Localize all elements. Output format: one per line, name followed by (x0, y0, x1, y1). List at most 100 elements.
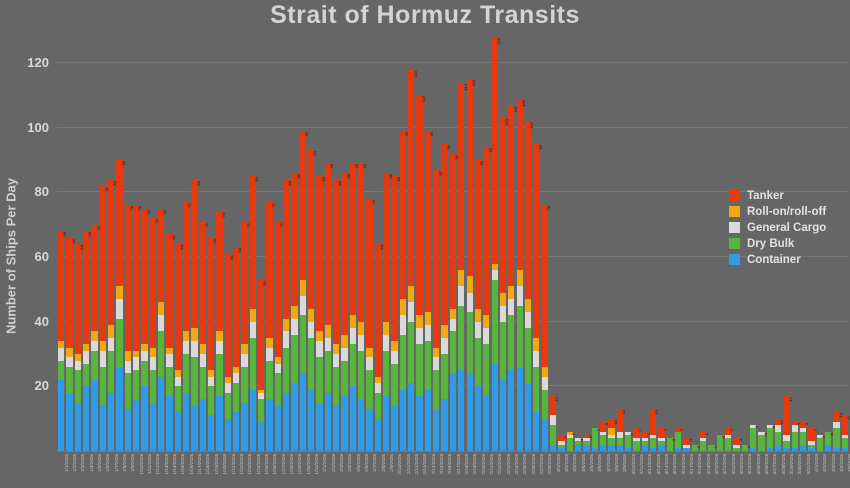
bar-value-label: 99 (404, 132, 410, 137)
gridline (57, 126, 849, 128)
bar-segment-tanker (391, 176, 398, 342)
bar-segment-tanker (841, 415, 848, 435)
bar-segment-dry-bulk (291, 334, 298, 384)
bar-value-label: 71 (204, 222, 210, 227)
bar-value-label: 6 (762, 432, 768, 435)
bar-segment-tanker (424, 131, 432, 313)
bar-segment-general-cargo (299, 295, 307, 316)
bar-segment-roll-on-roll-off (374, 376, 382, 384)
bar-segment-dry-bulk (308, 337, 315, 390)
x-tick-label: 2/12/2026 (413, 454, 419, 475)
bar-value-label: 64 (179, 245, 185, 250)
bar-segment-container (824, 444, 832, 451)
bar-segment-general-cargo (649, 434, 657, 439)
bar-segment-roll-on-roll-off (524, 299, 532, 313)
bar-segment-dry-bulk (499, 321, 507, 380)
bar-value-label: 6 (704, 432, 710, 435)
bar-segment-container (241, 402, 248, 451)
bar-segment-roll-on-roll-off (383, 321, 390, 335)
bar-segment-dry-bulk (733, 447, 740, 451)
bar-segment-container (583, 444, 590, 451)
bar-segment-dry-bulk (216, 354, 223, 397)
legend-swatch-roll-on-roll-off (729, 206, 740, 218)
bar-segment-dry-bulk (408, 321, 415, 384)
bar-segment-general-cargo (399, 315, 407, 335)
bar-segment-general-cargo (158, 315, 165, 332)
bar-segment-roll-on-roll-off (424, 312, 432, 325)
bar-segment-general-cargo (608, 434, 615, 439)
bar-segment-general-cargo (408, 302, 415, 322)
x-tick-label: 2/18/2026 (463, 454, 469, 475)
plot-area (57, 0, 849, 451)
bar-segment-dry-bulk (199, 366, 207, 400)
bar-segment-roll-on-roll-off (541, 366, 548, 377)
bar-segment-dry-bulk (458, 305, 465, 371)
bar-segment-tanker (208, 237, 215, 371)
x-tick-label: 3/29/2026 (789, 454, 795, 475)
bar-segment-tanker (108, 179, 115, 325)
bar-value-label: 8 (754, 426, 760, 429)
x-tick-label: 2/22/2026 (497, 454, 503, 475)
bar-value-label: 4 (687, 439, 693, 442)
bar-segment-dry-bulk (808, 444, 815, 448)
x-tick-label: 2/19/2026 (472, 454, 478, 475)
bar-segment-tanker (633, 428, 640, 439)
x-tick-label: 3/18/2026 (697, 454, 703, 475)
bar-segment-general-cargo (749, 425, 757, 429)
bar-segment-tanker (266, 202, 273, 338)
bar-segment-general-cargo (549, 415, 557, 426)
bar-segment-container (58, 379, 65, 451)
bar-segment-general-cargo (783, 434, 790, 442)
x-tick-label: 1/23/2026 (247, 454, 253, 475)
bar-segment-container (533, 412, 540, 451)
bar-segment-container (74, 402, 81, 451)
bar-value-label: 12 (837, 413, 843, 418)
bar-segment-tanker (449, 153, 457, 309)
x-tick-label: 2/13/2026 (422, 454, 428, 475)
bar-segment-dry-bulk (91, 350, 98, 380)
bar-value-label: 72 (154, 219, 160, 224)
bar-segment-container (124, 408, 131, 451)
bar-segment-general-cargo (441, 337, 448, 355)
x-tick-label: 2/25/2026 (522, 454, 528, 475)
legend-swatch-general-cargo (729, 222, 740, 234)
bar-value-label: 9 (604, 422, 610, 426)
bar-value-label: 85 (395, 177, 401, 182)
bar-segment-dry-bulk (366, 370, 373, 409)
bar-segment-container (149, 402, 156, 451)
bar-segment-roll-on-roll-off (466, 276, 473, 293)
bar-segment-dry-bulk (383, 350, 390, 397)
bar-value-label: 82 (104, 186, 110, 192)
x-tick-label: 2/11/2026 (405, 454, 411, 475)
bar-segment-general-cargo (583, 438, 590, 442)
bar-segment-general-cargo (508, 299, 515, 316)
bar-segment-general-cargo (383, 334, 390, 351)
bar-value-label: 17 (787, 397, 793, 402)
x-tick-label: 4/3/2026 (830, 454, 836, 472)
bar-value-label: 84 (112, 180, 118, 185)
bar-segment-dry-bulk (374, 392, 382, 419)
x-tick-label: 1/12/2026 (155, 454, 161, 475)
bar-segment-dry-bulk (141, 360, 148, 387)
legend-item: Roll-on/roll-off (729, 206, 826, 218)
x-tick-label: 2/7/2026 (372, 454, 378, 472)
bar-segment-general-cargo (449, 318, 457, 332)
bar-value-label: 7 (637, 429, 643, 432)
x-tick-label: 1/6/2026 (105, 454, 111, 472)
x-tick-label: 3/20/2026 (714, 454, 720, 475)
bar-segment-container (516, 366, 523, 451)
bar-segment-roll-on-roll-off (533, 337, 540, 351)
x-tick-label: 1/7/2026 (113, 454, 119, 472)
bar-segment-container (366, 408, 373, 451)
x-tick-label: 1/9/2026 (130, 454, 136, 472)
bar-segment-general-cargo (641, 438, 648, 442)
bar-segment-tanker (124, 205, 131, 351)
bar-segment-roll-on-roll-off (358, 321, 365, 335)
x-tick-label: 4/2/2026 (822, 454, 828, 472)
x-tick-label: 1/27/2026 (280, 454, 286, 475)
bar-segment-container (641, 444, 648, 451)
bar-value-label: 5 (720, 435, 726, 439)
bar-segment-container (108, 392, 115, 451)
legend-item: Tanker (729, 190, 826, 202)
